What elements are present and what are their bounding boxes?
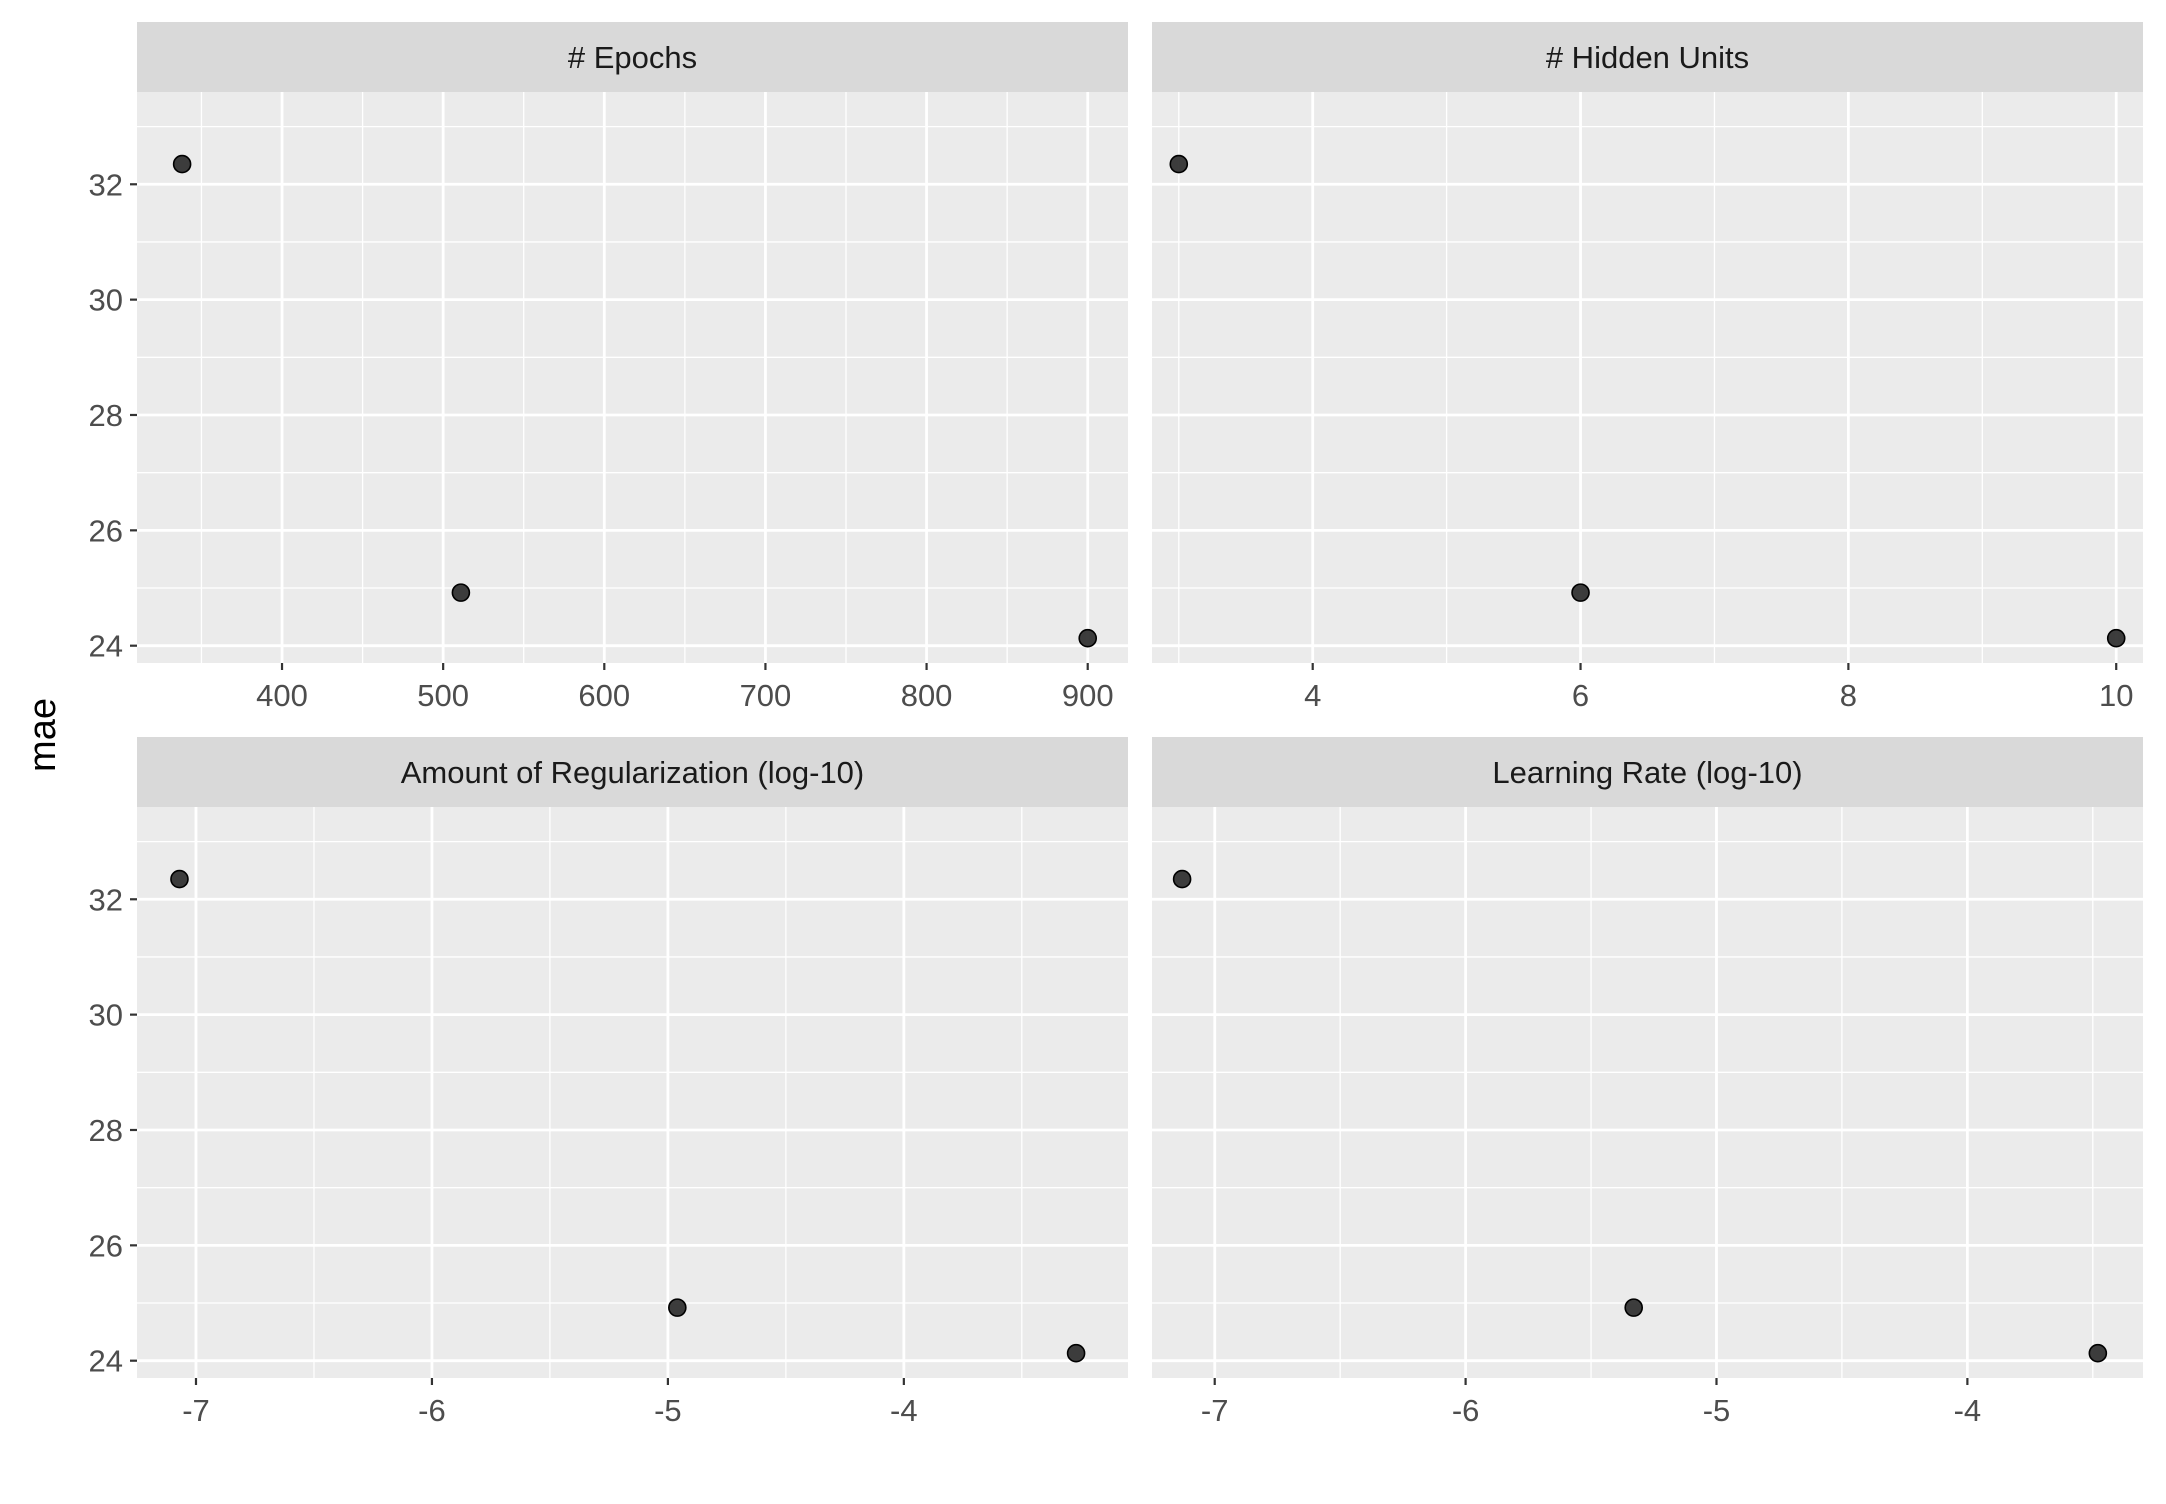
facet-strip: [1152, 737, 2143, 807]
x-tick-label: -6: [1452, 1393, 1480, 1428]
y-axis-title: mae: [22, 698, 64, 772]
y-tick-label: 26: [89, 1228, 123, 1263]
x-tick-label: 500: [417, 678, 469, 713]
facet-title: # Epochs: [568, 40, 697, 75]
data-point: [170, 869, 189, 889]
x-tick-label: 8: [1840, 678, 1857, 713]
panel-background: [1152, 807, 2143, 1378]
x-tick-label: 700: [740, 678, 792, 713]
y-tick-label: 24: [89, 1344, 123, 1379]
panel-background: [137, 92, 1128, 663]
data-point: [2088, 1343, 2108, 1363]
facet-title: # Hidden Units: [1546, 40, 1749, 75]
y-tick-label: 24: [89, 629, 123, 664]
x-tick-label: 900: [1062, 678, 1114, 713]
data-point: [1078, 628, 1098, 648]
y-tick-label: 26: [89, 513, 123, 548]
facet-strip: [137, 22, 1128, 92]
x-tick-label: 400: [256, 678, 308, 713]
x-tick-label: -7: [1201, 1393, 1229, 1428]
facet-title: Learning Rate (log-10): [1492, 755, 1802, 790]
x-tick-label: -4: [890, 1393, 918, 1428]
y-tick-label: 28: [89, 398, 123, 433]
x-tick-label: 4: [1304, 678, 1321, 713]
y-tick-label: 30: [89, 998, 123, 1033]
y-tick-label: 32: [89, 882, 123, 917]
data-point: [451, 583, 471, 602]
x-tick-label: -4: [1954, 1393, 1982, 1428]
x-tick-label: -5: [1703, 1393, 1731, 1428]
facet-strip: [1152, 22, 2143, 92]
y-tick-label: 28: [89, 1113, 123, 1148]
x-tick-label: 10: [2099, 678, 2133, 713]
y-tick-label: 30: [89, 283, 123, 318]
data-point: [1172, 869, 1192, 889]
data-point: [1169, 154, 1189, 174]
x-tick-label: 6: [1572, 678, 1589, 713]
panel-background: [137, 807, 1128, 1378]
data-point: [1066, 1343, 1086, 1363]
data-point: [172, 154, 192, 174]
x-tick-label: 800: [901, 678, 953, 713]
x-tick-label: -7: [182, 1393, 210, 1428]
data-point: [668, 1298, 687, 1317]
x-tick-label: 600: [578, 678, 630, 713]
y-tick-label: 32: [89, 167, 123, 202]
facet-strip: [137, 737, 1128, 807]
x-tick-label: -5: [654, 1393, 682, 1428]
panel-background: [1152, 92, 2143, 663]
facet-title: Amount of Regularization (log-10): [401, 755, 865, 790]
x-tick-label: -6: [418, 1393, 446, 1428]
data-point: [1571, 583, 1590, 602]
data-point: [1624, 1298, 1644, 1317]
data-point: [2106, 628, 2126, 648]
